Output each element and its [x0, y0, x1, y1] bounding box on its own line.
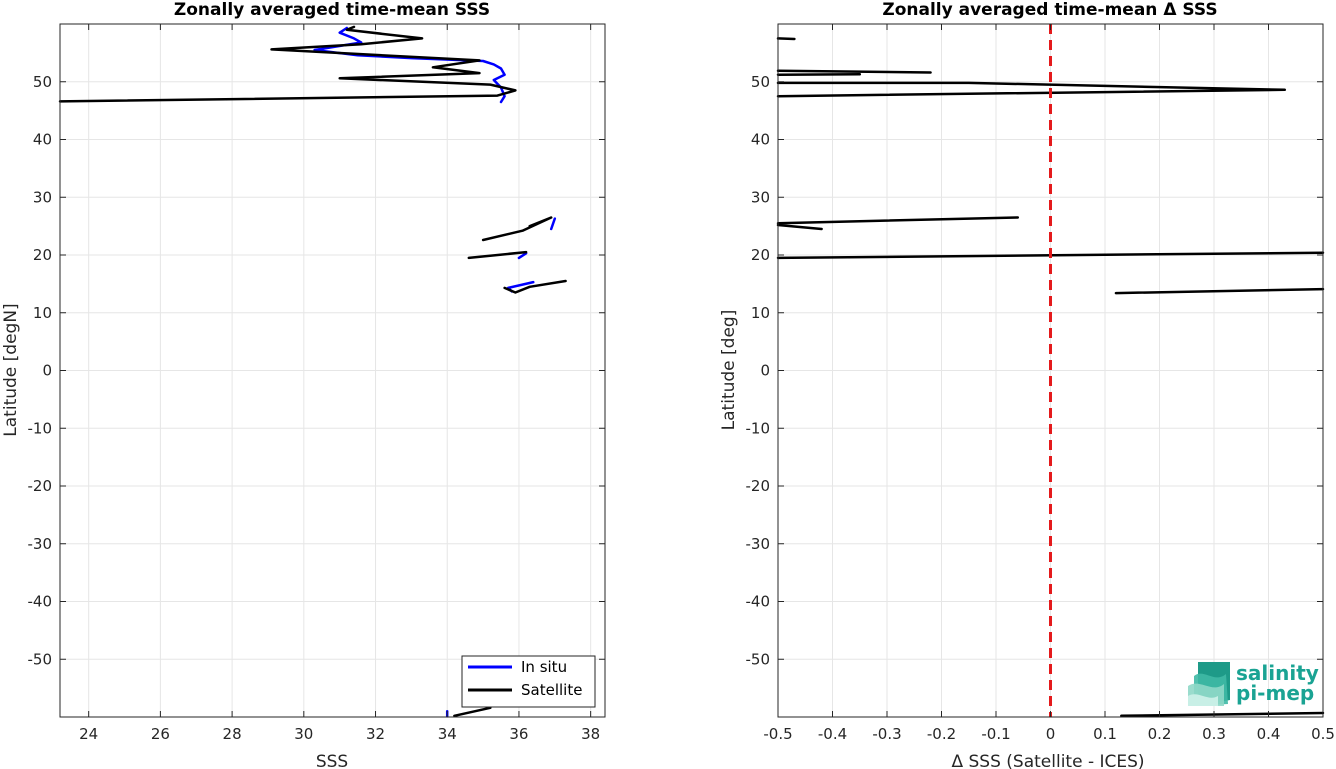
right-chart-title: Zonally averaged time-mean Δ SSS: [882, 0, 1217, 20]
left-panel: 24 26 28 30 32 34 36 38 -50 -40 -30 -20 -10 0 10 20 30 4…: [1, 0, 606, 769]
y-tick-label: 50: [33, 73, 52, 91]
series-0-line-segment: [776, 81, 1287, 98]
x-tick-label: 0.1: [1093, 725, 1117, 743]
legend-in-situ-label: In situ: [521, 658, 567, 676]
left-y-axis-label: Latitude [degN]: [1, 303, 21, 436]
y-tick-label: 40: [33, 131, 52, 149]
x-tick-label: 0.4: [1257, 725, 1281, 743]
in-situ-line-segment: [517, 252, 528, 260]
legend-box: [461, 655, 596, 708]
x-tick-label: 0.5: [1311, 725, 1335, 743]
y-tick-label: 0: [760, 362, 770, 380]
x-tick-label: -0.1: [981, 725, 1010, 743]
series-0-line-segment: [776, 37, 796, 41]
y-tick-label: -10: [746, 419, 771, 437]
series-0-line-segment: [776, 69, 932, 74]
logo-line-1: salinity: [1236, 661, 1319, 685]
legend: In situ Satellite: [461, 655, 596, 708]
y-tick-label: -20: [746, 477, 771, 495]
y-tick-label: 20: [33, 246, 52, 264]
y-tick-label: 50: [751, 73, 770, 91]
right-y-axis-label: Latitude [deg]: [719, 310, 739, 431]
satellite-line-segment: [467, 250, 528, 260]
x-tick-label: 34: [438, 725, 457, 743]
y-tick-label: -50: [746, 650, 771, 668]
in-situ-line-segment: [313, 26, 506, 104]
x-tick-label: -0.4: [818, 725, 847, 743]
left-grid: [60, 24, 605, 717]
y-tick-label: 20: [751, 246, 770, 264]
series-0-line-segment: [776, 72, 862, 77]
y-tick-label: -40: [28, 593, 53, 611]
right-x-axis-label: Δ SSS (Satellite - ICES): [951, 752, 1144, 769]
right-x-ticks: -0.5 -0.4 -0.3 -0.2 -0.1 0 0.1 0.2 0.3 0.4 0.5: [763, 24, 1335, 743]
left-x-axis-label: SSS: [316, 752, 348, 769]
logo-wave-icon: [1188, 662, 1230, 706]
salinity-pi-mep-logo: salinity pi-mep: [1188, 661, 1319, 706]
satellite-line-segment: [453, 706, 492, 718]
x-tick-label: -0.5: [763, 725, 792, 743]
satellite-line-segment: [503, 279, 567, 294]
y-tick-label: 30: [33, 188, 52, 206]
left-y-ticks: -50 -40 -30 -20 -10 0 10 20 30 40 50: [28, 73, 605, 668]
x-tick-label: 0.2: [1148, 725, 1172, 743]
x-tick-label: 38: [581, 725, 600, 743]
left-chart-title: Zonally averaged time-mean SSS: [174, 0, 490, 20]
x-tick-label: -0.2: [927, 725, 956, 743]
x-tick-label: 24: [79, 725, 98, 743]
x-tick-label: -0.3: [872, 725, 901, 743]
left-plot-lines: [58, 25, 567, 718]
series-0-line-segment: [1114, 287, 1325, 295]
y-tick-label: -50: [28, 650, 53, 668]
series-0-line-segment: [776, 216, 1020, 225]
right-plot-lines: [776, 37, 1325, 718]
x-tick-label: 30: [294, 725, 313, 743]
in-situ-line-segment: [549, 217, 557, 231]
x-tick-label: 0.3: [1202, 725, 1226, 743]
y-tick-label: 0: [42, 362, 52, 380]
y-tick-label: 40: [751, 131, 770, 149]
x-tick-label: 36: [509, 725, 528, 743]
right-y-ticks: -50 -40 -30 -20 -10 0 10 20 30 40 50: [746, 73, 1323, 668]
legend-satellite-label: Satellite: [521, 681, 582, 699]
satellite-line-segment: [58, 25, 517, 103]
left-x-ticks: 24 26 28 30 32 34 36 38: [79, 24, 600, 743]
series-0-line-segment: [1120, 711, 1325, 718]
satellite-line-segment: [481, 216, 553, 242]
right-panel: -0.5 -0.4 -0.3 -0.2 -0.1 0 0.1 0.2 0.3 0.4 0.5 -50…: [719, 0, 1335, 769]
y-tick-label: -20: [28, 477, 53, 495]
y-tick-label: 10: [33, 304, 52, 322]
x-tick-label: 26: [151, 725, 170, 743]
y-tick-label: 30: [751, 188, 770, 206]
y-tick-label: 10: [751, 304, 770, 322]
logo-line-2: pi-mep: [1236, 681, 1314, 705]
y-tick-label: -40: [746, 593, 771, 611]
x-tick-label: 28: [223, 725, 242, 743]
y-tick-label: -30: [746, 535, 771, 553]
y-tick-label: -30: [28, 535, 53, 553]
y-tick-label: -10: [28, 419, 53, 437]
x-tick-label: 32: [366, 725, 385, 743]
series-0-line-segment: [776, 223, 823, 231]
x-tick-label: 0: [1046, 725, 1056, 743]
